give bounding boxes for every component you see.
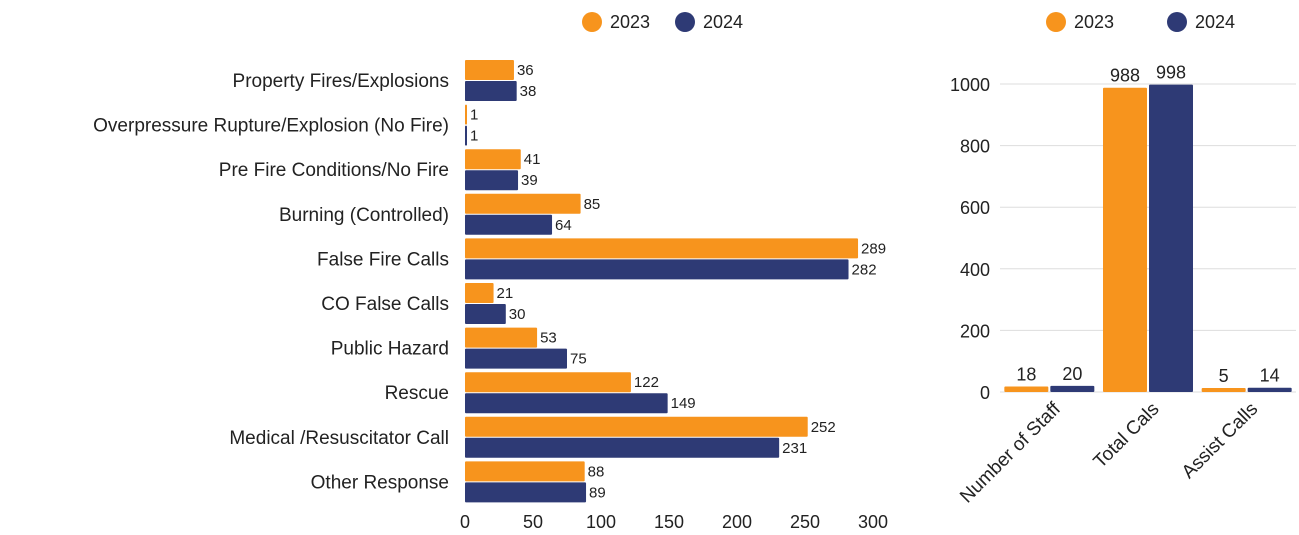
bar-2024 bbox=[465, 170, 519, 191]
data-label-2024: 1 bbox=[470, 128, 478, 145]
legend-marker-2024 bbox=[675, 12, 695, 32]
bar-2024 bbox=[1050, 385, 1095, 392]
data-label-2023: 1 bbox=[470, 107, 478, 124]
data-label-2024: 14 bbox=[1260, 366, 1280, 386]
bar-2024 bbox=[465, 304, 506, 324]
category-label: Overpressure Rupture/Explosion (No Fire) bbox=[93, 116, 449, 137]
data-label-2024: 20 bbox=[1062, 364, 1082, 384]
data-label-2023: 252 bbox=[811, 419, 836, 436]
category-label: Assist Calls bbox=[1178, 399, 1262, 483]
data-label-2023: 18 bbox=[1016, 364, 1036, 384]
data-label-2024: 282 bbox=[852, 261, 877, 278]
data-label-2024: 149 bbox=[671, 395, 696, 412]
data-label-2024: 38 bbox=[520, 83, 537, 100]
y-tick-label: 200 bbox=[960, 321, 990, 341]
data-label-2024: 30 bbox=[509, 306, 526, 323]
data-label-2024: 998 bbox=[1156, 63, 1186, 83]
bar-2024 bbox=[465, 125, 467, 146]
data-label-2024: 75 bbox=[570, 351, 587, 368]
data-label-2023: 21 bbox=[497, 285, 514, 302]
bar-2024 bbox=[465, 482, 587, 503]
bar-2023 bbox=[465, 60, 514, 80]
bar-2024 bbox=[1149, 84, 1193, 392]
data-label-2023: 85 bbox=[584, 196, 601, 213]
bar-2023 bbox=[465, 461, 585, 482]
category-label: Other Response bbox=[311, 472, 449, 493]
data-label-2024: 39 bbox=[521, 172, 538, 189]
y-tick-label: 400 bbox=[960, 260, 990, 280]
data-label-2023: 5 bbox=[1219, 366, 1229, 386]
bar-2023 bbox=[465, 327, 538, 348]
data-label-2023: 122 bbox=[634, 374, 659, 391]
category-label: Medical /Resuscitator Call bbox=[229, 428, 449, 449]
y-tick-label: 1000 bbox=[950, 75, 990, 95]
legend-label-2023: 2023 bbox=[610, 12, 650, 32]
bar-2023 bbox=[1004, 386, 1049, 392]
data-label-2023: 988 bbox=[1110, 66, 1140, 86]
bar-2023 bbox=[1201, 388, 1246, 392]
legend-marker-2023 bbox=[582, 12, 602, 32]
legend-label-2024: 2024 bbox=[1195, 12, 1235, 32]
data-label-2023: 53 bbox=[540, 330, 557, 347]
y-tick-label: 0 bbox=[980, 383, 990, 403]
category-label: False Fire Calls bbox=[317, 249, 449, 270]
calls-summary-bar-chart: 2023 2024 0 200 400 600 800 1000 18 20 Number of S… bbox=[950, 12, 1296, 507]
bar-2023 bbox=[465, 372, 631, 393]
bar-2024 bbox=[465, 393, 668, 414]
category-label: Property Fires/Explosions bbox=[233, 71, 449, 92]
bar-2024 bbox=[465, 348, 567, 369]
category-label: Total Cals bbox=[1090, 399, 1164, 473]
y-tick-label: 600 bbox=[960, 198, 990, 218]
bar-2023 bbox=[465, 283, 494, 303]
x-tick-label: 0 bbox=[460, 512, 470, 532]
category-label: Rescue bbox=[385, 383, 449, 404]
data-label-2023: 88 bbox=[588, 463, 605, 480]
bar-2023 bbox=[465, 193, 581, 214]
legend-marker-2023 bbox=[1046, 12, 1066, 32]
x-tick-label: 200 bbox=[722, 512, 752, 532]
bar-2023 bbox=[465, 238, 859, 259]
data-label-2023: 289 bbox=[861, 240, 886, 257]
bar-2023 bbox=[1103, 87, 1147, 393]
incident-type-bar-chart: 2023 2024 Property Fires/Explosions 36 38 Ove… bbox=[93, 12, 888, 532]
y-tick-label: 800 bbox=[960, 137, 990, 157]
legend-marker-2024 bbox=[1167, 12, 1187, 32]
bar-2023 bbox=[465, 149, 521, 170]
bar-2024 bbox=[465, 259, 849, 280]
x-tick-label: 300 bbox=[858, 512, 888, 532]
legend-label-2024: 2024 bbox=[703, 12, 743, 32]
data-label-2024: 64 bbox=[555, 217, 572, 234]
x-tick-label: 250 bbox=[790, 512, 820, 532]
x-tick-label: 100 bbox=[586, 512, 616, 532]
category-label: Pre Fire Conditions/No Fire bbox=[219, 160, 449, 181]
bar-2024 bbox=[465, 437, 780, 458]
data-label-2023: 36 bbox=[517, 62, 534, 79]
category-label: CO False Calls bbox=[321, 294, 449, 315]
legend-label-2023: 2023 bbox=[1074, 12, 1114, 32]
category-label: Public Hazard bbox=[331, 339, 449, 360]
x-tick-label: 50 bbox=[523, 512, 543, 532]
bar-2024 bbox=[465, 214, 553, 235]
bar-2024 bbox=[465, 81, 517, 101]
category-label: Burning (Controlled) bbox=[279, 205, 449, 226]
data-label-2024: 89 bbox=[589, 484, 606, 501]
bar-2024 bbox=[1247, 387, 1292, 392]
category-label: Number of Staff bbox=[956, 398, 1065, 507]
bar-2023 bbox=[465, 416, 808, 437]
data-label-2023: 41 bbox=[524, 151, 541, 168]
bar-2023 bbox=[465, 104, 467, 125]
x-tick-label: 150 bbox=[654, 512, 684, 532]
data-label-2024: 231 bbox=[782, 440, 807, 457]
